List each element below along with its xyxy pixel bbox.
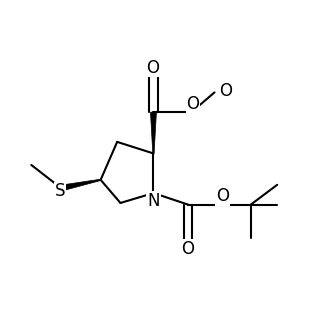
Text: O: O <box>216 187 229 205</box>
Text: O: O <box>181 240 194 258</box>
Polygon shape <box>150 112 156 153</box>
Text: O: O <box>219 82 233 100</box>
Polygon shape <box>60 179 101 191</box>
Text: O: O <box>146 59 159 77</box>
Text: N: N <box>147 192 160 210</box>
Text: S: S <box>55 182 66 200</box>
Text: O: O <box>186 95 200 113</box>
